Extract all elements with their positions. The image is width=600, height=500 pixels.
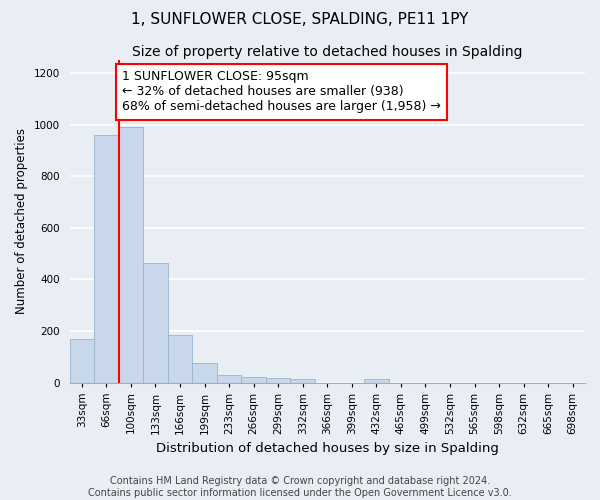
Bar bbox=[168, 335, 192, 382]
Text: 1, SUNFLOWER CLOSE, SPALDING, PE11 1PY: 1, SUNFLOWER CLOSE, SPALDING, PE11 1PY bbox=[131, 12, 469, 28]
Bar bbox=[192, 363, 217, 382]
X-axis label: Distribution of detached houses by size in Spalding: Distribution of detached houses by size … bbox=[156, 442, 499, 455]
Bar bbox=[94, 135, 119, 382]
Bar bbox=[364, 379, 389, 382]
Text: 1 SUNFLOWER CLOSE: 95sqm
← 32% of detached houses are smaller (938)
68% of semi-: 1 SUNFLOWER CLOSE: 95sqm ← 32% of detach… bbox=[122, 70, 441, 114]
Bar bbox=[290, 380, 315, 382]
Title: Size of property relative to detached houses in Spalding: Size of property relative to detached ho… bbox=[132, 45, 523, 59]
Bar bbox=[143, 262, 168, 382]
Bar bbox=[119, 127, 143, 382]
Text: Contains HM Land Registry data © Crown copyright and database right 2024.
Contai: Contains HM Land Registry data © Crown c… bbox=[88, 476, 512, 498]
Y-axis label: Number of detached properties: Number of detached properties bbox=[15, 128, 28, 314]
Bar bbox=[217, 376, 241, 382]
Bar bbox=[266, 378, 290, 382]
Bar bbox=[70, 338, 94, 382]
Bar bbox=[241, 378, 266, 382]
